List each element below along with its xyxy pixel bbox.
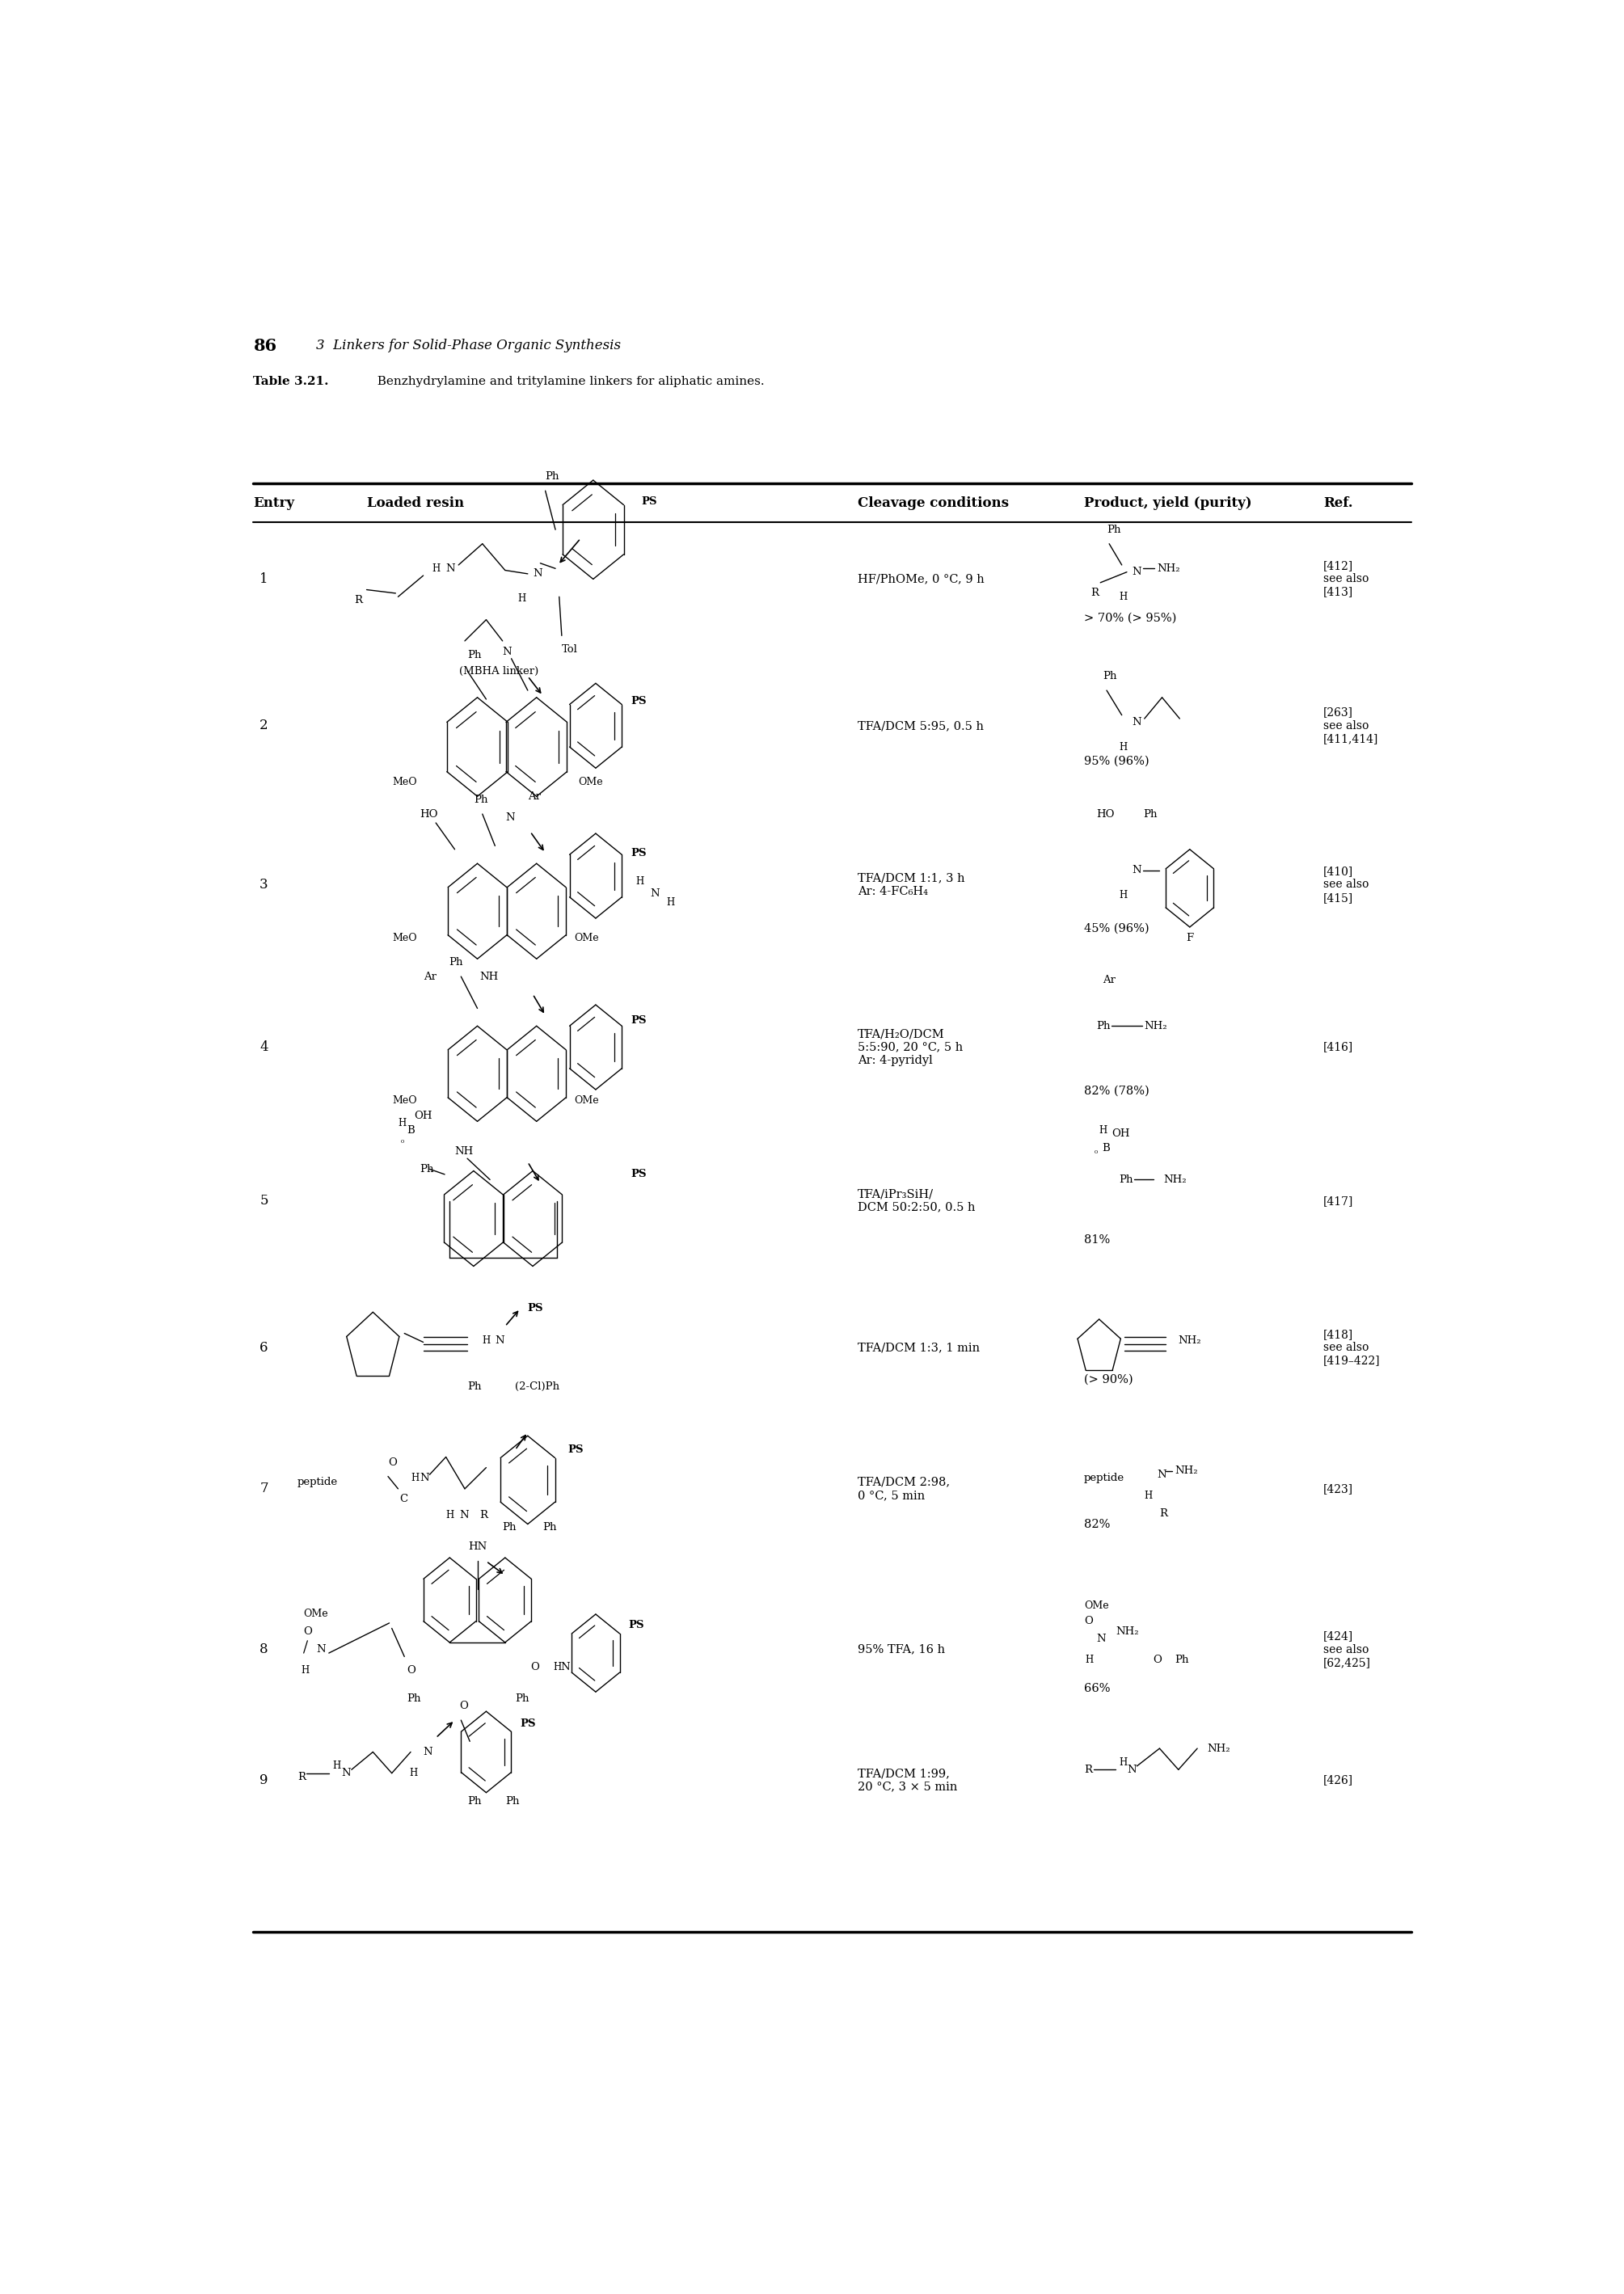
Text: Benzhydrylamine and tritylamine linkers for aliphatic amines.: Benzhydrylamine and tritylamine linkers … — [369, 376, 765, 388]
Text: O: O — [1085, 1615, 1093, 1626]
Text: N: N — [460, 1509, 469, 1521]
Text: Ph: Ph — [1106, 525, 1121, 535]
Text: N: N — [1127, 1764, 1137, 1776]
Text: TFA/DCM 1:1, 3 h
Ar: 4-FC₆H₄: TFA/DCM 1:1, 3 h Ar: 4-FC₆H₄ — [857, 872, 965, 897]
Text: H: H — [333, 1762, 341, 1771]
Text: N: N — [560, 1661, 570, 1672]
Text: H: H — [637, 876, 645, 885]
Text: 1: 1 — [260, 571, 268, 585]
Text: N: N — [495, 1335, 505, 1347]
Text: ₀: ₀ — [1095, 1147, 1098, 1156]
Text: N: N — [424, 1746, 432, 1757]
Text: PS: PS — [568, 1445, 583, 1454]
Text: [410]
see also
[415]: [410] see also [415] — [1324, 865, 1369, 904]
Text: Ph: Ph — [1143, 810, 1158, 819]
Text: Loaded resin: Loaded resin — [367, 496, 464, 509]
Text: NH: NH — [481, 970, 499, 982]
Text: Ph: Ph — [505, 1796, 520, 1808]
Text: O: O — [304, 1626, 312, 1638]
Text: NH₂: NH₂ — [1116, 1626, 1138, 1638]
Text: N: N — [341, 1769, 351, 1778]
Text: Tol: Tol — [562, 645, 578, 656]
Text: TFA/DCM 2:98,
0 °C, 5 min: TFA/DCM 2:98, 0 °C, 5 min — [857, 1477, 950, 1500]
Text: Ph: Ph — [1174, 1654, 1189, 1665]
Text: PS: PS — [630, 1170, 646, 1179]
Text: (MBHA linker): (MBHA linker) — [460, 665, 539, 677]
Text: Ph: Ph — [1119, 1175, 1134, 1186]
Text: R: R — [1160, 1507, 1168, 1519]
Text: 8: 8 — [260, 1643, 268, 1656]
Text: Ph: Ph — [468, 1381, 481, 1392]
Text: MeO: MeO — [393, 931, 417, 943]
Text: N: N — [1096, 1633, 1106, 1645]
Text: N: N — [1132, 567, 1142, 578]
Text: N: N — [419, 1473, 429, 1484]
Text: H: H — [447, 1509, 455, 1521]
Text: H: H — [518, 594, 526, 603]
Text: N: N — [533, 569, 542, 578]
Text: Product, yield (purity): Product, yield (purity) — [1085, 496, 1252, 509]
Text: 95% TFA, 16 h: 95% TFA, 16 h — [857, 1645, 945, 1656]
Text: 86: 86 — [253, 337, 276, 353]
Text: B: B — [1101, 1142, 1109, 1154]
Text: H: H — [1099, 1124, 1108, 1136]
Text: Ph: Ph — [1103, 670, 1117, 681]
Text: TFA/DCM 1:3, 1 min: TFA/DCM 1:3, 1 min — [857, 1342, 979, 1353]
Text: Table 3.21.: Table 3.21. — [253, 376, 330, 388]
Text: TFA/iPr₃SiH/
DCM 50:2:50, 0.5 h: TFA/iPr₃SiH/ DCM 50:2:50, 0.5 h — [857, 1188, 974, 1214]
Text: PS: PS — [630, 695, 646, 707]
Text: TFA/DCM 1:99,
20 °C, 3 × 5 min: TFA/DCM 1:99, 20 °C, 3 × 5 min — [857, 1769, 957, 1792]
Text: 82%: 82% — [1085, 1519, 1111, 1530]
Text: 3  Linkers for Solid-Phase Organic Synthesis: 3 Linkers for Solid-Phase Organic Synthe… — [317, 340, 620, 353]
Text: > 70% (> 95%): > 70% (> 95%) — [1085, 612, 1176, 624]
Text: PS: PS — [630, 1016, 646, 1025]
Text: [263]
see also
[411,414]: [263] see also [411,414] — [1324, 707, 1379, 746]
Text: N: N — [317, 1645, 326, 1654]
Text: Ph: Ph — [546, 470, 560, 482]
Text: 3: 3 — [260, 879, 268, 892]
Text: H: H — [1119, 1757, 1127, 1769]
Text: H: H — [1145, 1491, 1153, 1500]
Text: Ar: Ar — [1103, 975, 1116, 986]
Text: NH₂: NH₂ — [1207, 1743, 1231, 1753]
Text: H: H — [411, 1473, 419, 1484]
Text: 7: 7 — [260, 1482, 268, 1496]
Text: Ar: Ar — [528, 791, 541, 801]
Text: NH₂: NH₂ — [1145, 1021, 1168, 1032]
Text: Cleavage conditions: Cleavage conditions — [857, 496, 1009, 509]
Text: Ph: Ph — [542, 1523, 557, 1532]
Text: PS: PS — [528, 1303, 544, 1314]
Text: PS: PS — [641, 496, 656, 507]
Text: 66%: 66% — [1085, 1684, 1111, 1693]
Text: peptide: peptide — [1085, 1473, 1124, 1484]
Text: [418]
see also
[419–422]: [418] see also [419–422] — [1324, 1328, 1380, 1367]
Text: peptide: peptide — [297, 1477, 338, 1487]
Text: H: H — [432, 564, 440, 574]
Text: 95% (96%): 95% (96%) — [1085, 755, 1150, 766]
Text: R: R — [1085, 1764, 1091, 1776]
Text: NH: NH — [455, 1147, 474, 1156]
Text: (> 90%): (> 90%) — [1085, 1374, 1134, 1386]
Text: N: N — [1132, 718, 1142, 727]
Text: HO: HO — [1096, 810, 1114, 819]
Text: PS: PS — [630, 846, 646, 858]
Text: MeO: MeO — [393, 778, 417, 787]
Text: Ref.: Ref. — [1324, 496, 1353, 509]
Text: N: N — [1156, 1470, 1166, 1480]
Text: R: R — [297, 1771, 305, 1782]
Text: H: H — [482, 1335, 490, 1347]
Text: H: H — [300, 1665, 310, 1677]
Text: NH₂: NH₂ — [1174, 1466, 1199, 1477]
Text: C: C — [400, 1493, 408, 1505]
Text: OH: OH — [414, 1110, 432, 1122]
Text: 45% (96%): 45% (96%) — [1085, 922, 1150, 934]
Text: NH₂: NH₂ — [1156, 564, 1181, 574]
Text: TFA/DCM 5:95, 0.5 h: TFA/DCM 5:95, 0.5 h — [857, 720, 984, 732]
Text: Ar: Ar — [424, 970, 437, 982]
Text: R: R — [1090, 587, 1098, 599]
Text: 9: 9 — [260, 1773, 268, 1787]
Text: N: N — [502, 647, 512, 656]
Text: N: N — [1132, 865, 1142, 876]
Text: H: H — [409, 1769, 417, 1778]
Text: Ph: Ph — [448, 957, 463, 968]
